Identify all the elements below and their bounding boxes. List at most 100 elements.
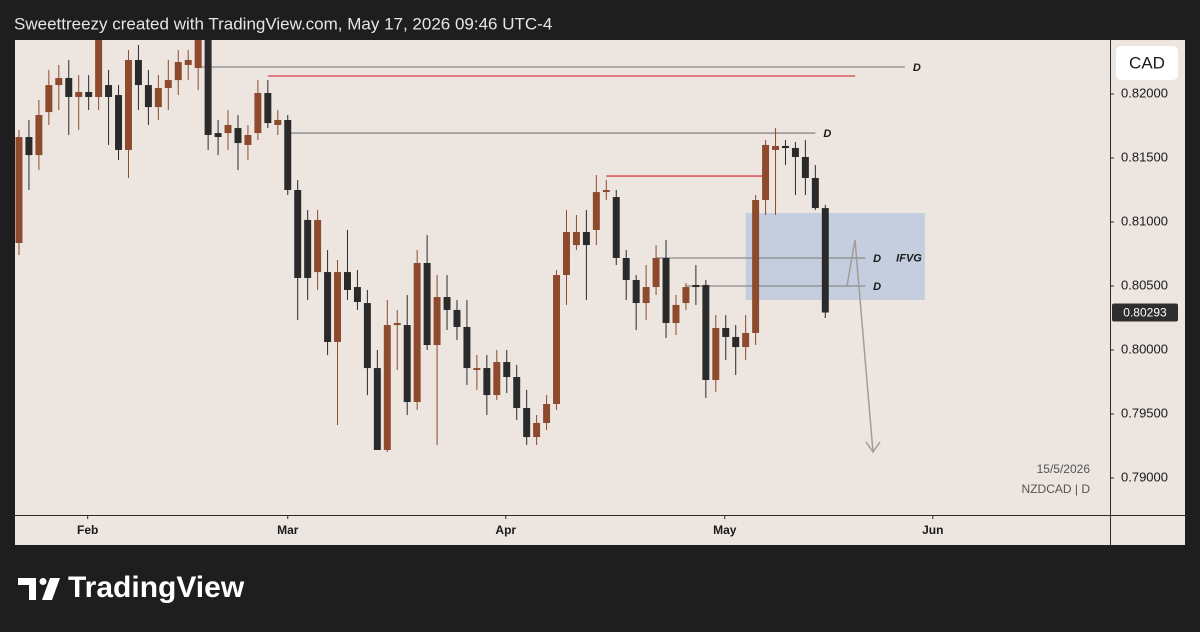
candle-body bbox=[423, 262, 431, 346]
chart-panel bbox=[15, 40, 1185, 545]
candle-body bbox=[513, 377, 521, 408]
plot-area bbox=[15, 40, 925, 453]
candle-body bbox=[204, 40, 212, 135]
candle-body bbox=[682, 287, 690, 304]
candle-body bbox=[274, 119, 282, 125]
candle-body bbox=[214, 133, 222, 138]
candle-body bbox=[35, 115, 43, 156]
candle-body bbox=[403, 325, 411, 402]
candle-body bbox=[224, 124, 232, 134]
x-tick-label: May bbox=[713, 523, 737, 537]
candle-body bbox=[144, 85, 152, 108]
candle-body bbox=[632, 279, 640, 304]
x-tick-label: Mar bbox=[277, 523, 299, 537]
candle-body bbox=[622, 257, 630, 280]
candle-body bbox=[582, 231, 590, 246]
candle-body bbox=[373, 368, 381, 450]
candle-body bbox=[572, 231, 580, 246]
candle-body bbox=[453, 309, 461, 327]
date-label: 15/5/2026 bbox=[1037, 462, 1091, 476]
currency-label: CAD bbox=[1129, 53, 1165, 72]
logo-dot bbox=[39, 578, 47, 585]
candle-body bbox=[732, 336, 740, 348]
candle-body bbox=[672, 304, 680, 324]
candle-body bbox=[553, 275, 561, 405]
candle-body bbox=[473, 368, 481, 370]
candle-body bbox=[433, 297, 441, 346]
price-tag bbox=[1112, 303, 1178, 322]
candle-body bbox=[712, 327, 720, 380]
x-tick-label: Feb bbox=[77, 523, 98, 537]
candle-body bbox=[602, 190, 610, 193]
candle-body bbox=[772, 145, 780, 150]
candle-body bbox=[314, 219, 322, 273]
y-tick-label: 0.80500 bbox=[1121, 277, 1168, 292]
header-text: Sweettreezy created with TradingView.com… bbox=[14, 14, 552, 33]
level-label: D bbox=[913, 62, 921, 74]
candle-body bbox=[562, 231, 570, 276]
candle-body bbox=[45, 85, 53, 113]
x-tick-label: Apr bbox=[495, 523, 516, 537]
candle-body bbox=[174, 62, 182, 81]
candle-body bbox=[55, 78, 63, 86]
candle-body bbox=[353, 287, 361, 303]
candle-body bbox=[781, 145, 789, 149]
price-tag-label: 0.80293 bbox=[1123, 306, 1167, 320]
candle-body bbox=[523, 407, 531, 438]
candle-body bbox=[363, 303, 371, 369]
candle-body bbox=[443, 297, 451, 310]
x-tick-label: Jun bbox=[922, 523, 943, 537]
y-tick-label: 0.81500 bbox=[1121, 149, 1168, 164]
y-tick-label: 0.81000 bbox=[1121, 213, 1168, 228]
candle-body bbox=[722, 327, 730, 337]
candle-body bbox=[652, 257, 660, 288]
candle-body bbox=[194, 40, 202, 69]
level-label: D bbox=[873, 253, 881, 265]
candle-body bbox=[254, 92, 262, 134]
candle-body bbox=[115, 95, 123, 150]
candle-body bbox=[543, 404, 551, 423]
candle-body bbox=[742, 332, 750, 348]
candle-body bbox=[95, 40, 103, 97]
candle-body bbox=[234, 128, 242, 144]
candle-body bbox=[105, 85, 113, 97]
logo-v bbox=[42, 578, 60, 600]
candle-body bbox=[592, 192, 600, 230]
candle-body bbox=[65, 78, 73, 97]
candle-body bbox=[124, 59, 132, 150]
candle-body bbox=[692, 284, 700, 288]
candle-body bbox=[662, 257, 670, 324]
candle-body bbox=[393, 323, 401, 326]
candle-body bbox=[264, 92, 272, 124]
candle-body bbox=[752, 199, 760, 333]
y-tick-label: 0.79500 bbox=[1121, 405, 1168, 420]
candle-body bbox=[811, 177, 819, 209]
y-tick-label: 0.82000 bbox=[1121, 85, 1168, 100]
currency-box bbox=[1116, 46, 1178, 80]
zone-label: IFVG bbox=[896, 252, 922, 264]
candle-body bbox=[25, 137, 33, 156]
candle-body bbox=[612, 197, 620, 258]
candle-body bbox=[154, 87, 162, 108]
candle-body bbox=[184, 59, 192, 65]
candle-body bbox=[294, 190, 302, 278]
candle-body bbox=[791, 148, 799, 157]
candle-body bbox=[343, 272, 351, 290]
candle-body bbox=[284, 119, 292, 191]
candle-body bbox=[533, 422, 541, 438]
candle-body bbox=[503, 362, 511, 378]
candle-body bbox=[493, 362, 501, 396]
candle-body bbox=[483, 368, 491, 396]
y-tick-label: 0.80000 bbox=[1121, 341, 1168, 356]
candle-body bbox=[702, 284, 710, 380]
candle-body bbox=[324, 272, 332, 342]
candle-body bbox=[334, 272, 342, 342]
candle-body bbox=[413, 262, 421, 402]
symbol-label: NZDCAD | D bbox=[1022, 482, 1091, 496]
level-label: D bbox=[823, 128, 831, 140]
candle-body bbox=[244, 134, 252, 145]
projection-arrow bbox=[846, 239, 881, 454]
y-tick-label: 0.79000 bbox=[1121, 469, 1168, 484]
